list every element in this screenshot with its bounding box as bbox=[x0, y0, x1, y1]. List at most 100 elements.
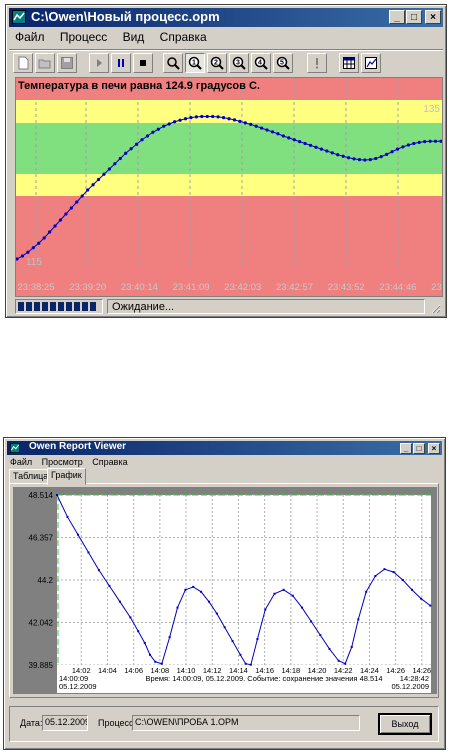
x-tick-label: 14:02 bbox=[72, 666, 91, 675]
menu-help[interactable]: Справка bbox=[159, 30, 207, 44]
x-tick-label: 14:20 bbox=[308, 666, 327, 675]
open-folder-icon bbox=[38, 59, 51, 69]
value-point bbox=[97, 569, 100, 572]
temperature-point bbox=[346, 156, 351, 160]
temperature-point bbox=[42, 236, 46, 240]
temperature-point bbox=[69, 206, 73, 210]
temperature-point bbox=[80, 194, 84, 198]
value-point bbox=[328, 647, 331, 650]
menu-bar: Файл Процесс Вид Справка bbox=[9, 28, 443, 47]
progress-block bbox=[50, 302, 56, 311]
temperature-point bbox=[260, 126, 264, 130]
tab-table[interactable]: Таблица bbox=[9, 469, 53, 484]
temperature-point bbox=[124, 151, 128, 155]
temperature-point bbox=[75, 200, 79, 204]
process-label: Процесс: bbox=[98, 718, 137, 728]
svg-text:3: 3 bbox=[236, 60, 240, 67]
pause-button[interactable] bbox=[111, 53, 131, 73]
temperature-point bbox=[194, 115, 198, 119]
value-point bbox=[176, 606, 179, 609]
process-field: C:\OWEN\ПРОБА 1.OPM bbox=[132, 715, 360, 731]
progress-bar bbox=[15, 299, 103, 314]
zoom-5-button[interactable]: 5 bbox=[273, 53, 293, 73]
x-tick-label: 14:06 bbox=[124, 666, 143, 675]
temperature-point bbox=[406, 143, 410, 147]
value-point bbox=[344, 662, 347, 665]
zone-band bbox=[16, 174, 442, 196]
temperature-point bbox=[428, 139, 432, 143]
title-bar[interactable]: Owen Report Viewer _ □ × bbox=[7, 441, 442, 455]
menu-file[interactable]: Файл bbox=[10, 457, 33, 467]
value-point bbox=[291, 594, 294, 597]
temperature-point bbox=[205, 114, 209, 119]
temperature-point bbox=[178, 118, 182, 122]
value-point bbox=[223, 626, 226, 629]
temperature-point bbox=[145, 134, 150, 138]
maximize-button[interactable]: □ bbox=[406, 10, 422, 24]
temperature-point bbox=[395, 147, 400, 151]
play-button[interactable] bbox=[89, 53, 109, 73]
x-tick-label: 14:24 bbox=[360, 666, 379, 675]
start-time-label: 14:00:09 bbox=[59, 674, 88, 683]
progress-block bbox=[58, 302, 64, 311]
progress-block bbox=[42, 302, 48, 311]
owen-process-window: C:\Owen\Новый процесс.opm _ □ × Файл Про… bbox=[5, 4, 447, 318]
exit-button[interactable]: Выход bbox=[378, 713, 432, 735]
temperature-point bbox=[336, 153, 340, 157]
menu-view[interactable]: Вид bbox=[122, 30, 145, 44]
temperature-point bbox=[221, 116, 226, 120]
x-tick-label: 14:04 bbox=[98, 666, 117, 675]
value-point bbox=[76, 533, 79, 536]
time-tick-label: 23:42:57 bbox=[276, 282, 313, 293]
open-button[interactable] bbox=[35, 53, 55, 73]
tab-chart[interactable]: График bbox=[47, 468, 86, 485]
zoom-3-button[interactable]: 3 bbox=[229, 53, 249, 73]
minimize-button[interactable]: _ bbox=[400, 443, 412, 454]
maximize-button[interactable]: □ bbox=[413, 443, 425, 454]
temperature-point bbox=[357, 158, 362, 162]
temperature-point bbox=[368, 158, 372, 162]
status-bar: Ожидание... bbox=[15, 299, 443, 315]
temperature-point bbox=[107, 167, 112, 171]
y-tick-label: 48.514 bbox=[29, 491, 54, 500]
temperature-point bbox=[308, 143, 313, 147]
temperature-point bbox=[16, 257, 19, 261]
temperature-point bbox=[96, 177, 101, 182]
menu-process[interactable]: Процесс bbox=[59, 30, 108, 44]
temperature-point bbox=[281, 134, 285, 138]
zoom-2-button[interactable]: 2 bbox=[207, 53, 227, 73]
save-button[interactable] bbox=[57, 53, 77, 73]
stop-button[interactable] bbox=[133, 53, 153, 73]
value-point bbox=[129, 616, 132, 619]
value-point bbox=[56, 494, 58, 496]
table-view-button[interactable] bbox=[339, 53, 359, 73]
temperature-point bbox=[423, 140, 427, 144]
report-plot: 48.514 46.357 44.2 42.042 39.885 14:02 14:04 14… bbox=[29, 491, 432, 693]
temperature-point bbox=[162, 124, 166, 128]
menu-view[interactable]: Просмотр bbox=[41, 457, 83, 467]
y-tick-label: 46.357 bbox=[29, 533, 54, 542]
resize-grip-icon[interactable] bbox=[429, 302, 441, 314]
chart-view-button[interactable] bbox=[361, 53, 381, 73]
temperature-point bbox=[249, 122, 253, 126]
close-button[interactable]: × bbox=[425, 10, 441, 24]
close-button[interactable]: × bbox=[428, 443, 440, 454]
report-chart: 48.514 46.357 44.2 42.042 39.885 14:02 14:04 14… bbox=[13, 487, 437, 694]
menu-help[interactable]: Справка bbox=[92, 457, 128, 467]
menu-file[interactable]: Файл bbox=[15, 30, 45, 44]
temperature-point bbox=[325, 149, 329, 153]
new-file-button[interactable] bbox=[13, 53, 33, 73]
zoom-button[interactable] bbox=[163, 53, 183, 73]
zoom-4-button[interactable]: 4 bbox=[251, 53, 271, 73]
zoom-1-button[interactable]: 1 bbox=[185, 53, 205, 73]
value-point bbox=[392, 571, 395, 574]
value-point bbox=[374, 575, 377, 578]
temperature-point bbox=[292, 138, 296, 142]
progress-block bbox=[18, 302, 24, 311]
value-point bbox=[168, 636, 171, 639]
value-point bbox=[184, 588, 187, 591]
alert-button[interactable] bbox=[307, 53, 327, 73]
title-bar[interactable]: C:\Owen\Новый процесс.opm _ □ × bbox=[9, 8, 443, 27]
temperature-point bbox=[134, 142, 139, 146]
minimize-button[interactable]: _ bbox=[389, 10, 405, 24]
